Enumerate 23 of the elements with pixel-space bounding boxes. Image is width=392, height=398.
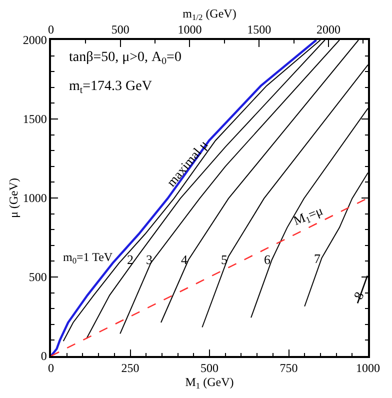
annotation: tanβ=50, μ>0, A$_{0}$=0	[69, 50, 182, 67]
annotation: 4	[181, 252, 188, 267]
y-axis-title: μ (GeV)	[6, 178, 21, 218]
x2-axis-title: m$_{1/2}$ (GeV)	[182, 6, 236, 22]
annotation: m$_{0}$=1 TeV	[63, 250, 113, 266]
x-tick-label: 1000	[356, 361, 380, 376]
annotation: 6	[264, 252, 271, 267]
x-axis-title: M$_{1}$ (GeV)	[185, 375, 234, 391]
y-tick-label: 1500	[22, 112, 47, 126]
x2-tick-label: 2000	[316, 22, 340, 36]
annotation: m$_{t}$=174.3 GeV	[69, 79, 152, 96]
y-tick-label: 2000	[22, 33, 47, 48]
y-tick-label: 1000	[22, 191, 47, 206]
x-tick-label: 250	[121, 361, 140, 376]
y-tick-label: 0	[40, 349, 47, 364]
x-tick-label: 500	[200, 361, 218, 376]
annotation: 2	[127, 252, 134, 267]
x-tick-label: 750	[280, 361, 298, 376]
annotation: 7	[314, 251, 321, 266]
x2-tick-label: 500	[111, 22, 130, 36]
x2-tick-label: 1500	[247, 22, 272, 36]
x2-tick-label: 1000	[178, 22, 202, 36]
y-tick-label: 500	[28, 270, 47, 284]
